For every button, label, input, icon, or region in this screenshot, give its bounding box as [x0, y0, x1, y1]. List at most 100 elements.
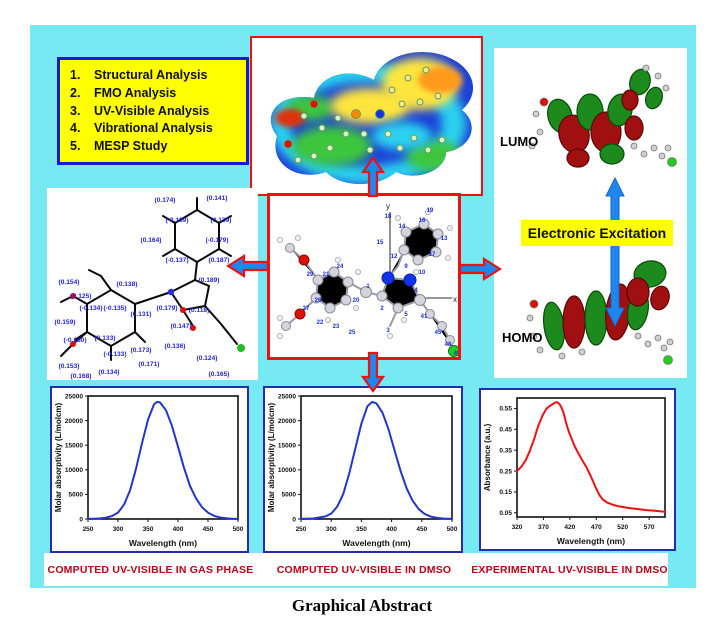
- svg-text:10000: 10000: [65, 467, 83, 474]
- svg-text:45: 45: [435, 330, 442, 336]
- svg-text:20000: 20000: [65, 418, 83, 425]
- svg-text:0.35: 0.35: [499, 447, 512, 454]
- svg-text:(0.147): (0.147): [171, 323, 192, 330]
- svg-text:27: 27: [303, 306, 310, 312]
- svg-text:470: 470: [591, 524, 602, 531]
- svg-text:(-0.160): (-0.160): [63, 337, 86, 344]
- analysis-list-box: 1. Structural Analysis 2. FMO Analysis 3…: [57, 57, 249, 165]
- svg-text:(0.131): (0.131): [131, 311, 152, 318]
- caption-computed-dmso: COMPUTED UV-VISIBLE IN DMSO: [276, 563, 452, 576]
- svg-text:21: 21: [323, 272, 330, 278]
- homo-orbital-image: [526, 260, 674, 365]
- electronic-excitation-label: Electronic Excitation: [521, 220, 673, 246]
- arrow-up-icon: [360, 156, 386, 198]
- mesp-surface-image: [270, 52, 474, 185]
- y-axis-label: y: [386, 202, 390, 211]
- center-bonds: [285, 222, 455, 351]
- svg-text:(0.159): (0.159): [55, 319, 76, 326]
- svg-text:20000: 20000: [278, 418, 296, 425]
- list-item-label: MESP Study: [94, 139, 168, 153]
- svg-text:Wavelength (nm): Wavelength (nm): [129, 538, 197, 548]
- svg-text:48: 48: [445, 342, 452, 348]
- list-item: 5. MESP Study: [70, 138, 240, 156]
- svg-text:320: 320: [512, 524, 523, 531]
- lumo-atoms: [528, 64, 677, 167]
- svg-text:(0.173): (0.173): [131, 347, 152, 354]
- svg-text:Wavelength (nm): Wavelength (nm): [557, 536, 625, 546]
- computed-dmso-plot: 250 300 350 400 450 500 0 5000 10000 15000 20000 25…: [263, 386, 463, 553]
- svg-text:15: 15: [377, 240, 384, 246]
- svg-text:10000: 10000: [278, 467, 296, 474]
- svg-text:0.15: 0.15: [499, 489, 512, 496]
- homo-atoms: [526, 299, 674, 365]
- svg-text:3: 3: [386, 328, 390, 334]
- svg-text:29: 29: [307, 272, 314, 278]
- list-item-number: 3.: [70, 103, 81, 118]
- svg-text:(0.118): (0.118): [189, 307, 210, 314]
- svg-text:24: 24: [337, 264, 344, 270]
- svg-text:20: 20: [353, 298, 360, 304]
- arrow-down-icon: [360, 351, 386, 393]
- mesp-surface-panel: [250, 36, 483, 196]
- list-item-label: FMO Analysis: [94, 85, 177, 100]
- figure-title: Graphical Abstract: [291, 596, 433, 615]
- list-item-number: 2.: [70, 85, 81, 100]
- svg-text:(0.134): (0.134): [99, 369, 120, 376]
- svg-text:41: 41: [421, 314, 428, 320]
- arrow-right-icon: [458, 257, 502, 281]
- list-item-label: UV-Visible Analysis: [94, 103, 210, 118]
- optimized-geometry-image: y x: [277, 202, 461, 357]
- svg-text:(0.179): (0.179): [157, 305, 178, 312]
- list-item-number: 4.: [70, 121, 81, 136]
- svg-text:5000: 5000: [69, 492, 84, 499]
- svg-text:1: 1: [366, 284, 370, 290]
- svg-text:17: 17: [429, 252, 436, 258]
- svg-text:0.25: 0.25: [499, 468, 512, 475]
- svg-text:400: 400: [386, 526, 397, 533]
- svg-text:(0.168): (0.168): [71, 373, 92, 380]
- svg-text:15000: 15000: [278, 443, 296, 450]
- svg-text:520: 520: [617, 524, 628, 531]
- excitation-double-arrow-icon: [605, 176, 625, 328]
- optimized-geometry-box: y x: [267, 193, 461, 360]
- svg-text:4: 4: [414, 288, 418, 294]
- svg-text:0.45: 0.45: [499, 427, 512, 434]
- svg-text:(0.187): (0.187): [209, 257, 230, 264]
- svg-text:23: 23: [333, 324, 340, 330]
- charge-structure-panel: (0.174) (0.141) (-0.139) (0.139) (0.164) (-0.…: [47, 188, 258, 380]
- list-item: 3. UV-Visible Analysis: [70, 103, 240, 121]
- svg-text:5000: 5000: [282, 492, 297, 499]
- svg-text:Wavelength (nm): Wavelength (nm): [342, 538, 410, 548]
- list-item: 4. Vibrational Analysis: [70, 120, 240, 138]
- svg-text:(-0.133): (-0.133): [103, 351, 126, 358]
- svg-text:300: 300: [113, 526, 124, 533]
- svg-text:(0.164): (0.164): [141, 237, 162, 244]
- hetero-atoms: [70, 288, 245, 352]
- svg-text:420: 420: [564, 524, 575, 531]
- svg-text:500: 500: [447, 526, 458, 533]
- svg-text:(0.154): (0.154): [59, 279, 80, 286]
- computed-dmso-chart: 250 300 350 400 450 5000500010000150002000025…: [267, 393, 458, 548]
- svg-text:(0.136): (0.136): [165, 343, 186, 350]
- svg-text:18: 18: [385, 214, 392, 220]
- caption-strip: COMPUTED UV-VISIBLE IN GAS PHASE COMPUTE…: [44, 553, 668, 586]
- svg-text:22: 22: [317, 320, 324, 326]
- svg-text:9: 9: [404, 264, 408, 270]
- svg-text:14: 14: [399, 224, 406, 230]
- lumo-label: LUMO: [500, 134, 539, 149]
- list-item: 1. Structural Analysis: [70, 67, 240, 85]
- svg-text:(-0.139): (-0.139): [165, 217, 188, 224]
- svg-text:(0.189): (0.189): [199, 277, 220, 284]
- bond-skeleton: [60, 197, 238, 361]
- svg-text:(0.174): (0.174): [155, 197, 176, 204]
- svg-text:(-0.135): (-0.135): [103, 305, 126, 312]
- svg-text:(-0.137): (-0.137): [165, 257, 188, 264]
- svg-text:250: 250: [296, 526, 307, 533]
- svg-text:(0.138): (0.138): [117, 281, 138, 288]
- charge-labels: (0.174) (0.141) (-0.139) (0.139) (0.164) (-0.…: [55, 195, 232, 380]
- svg-text:(0.133): (0.133): [95, 335, 116, 342]
- svg-text:26: 26: [315, 298, 322, 304]
- svg-text:Molar absorptivity (L/molcm): Molar absorptivity (L/molcm): [267, 402, 276, 512]
